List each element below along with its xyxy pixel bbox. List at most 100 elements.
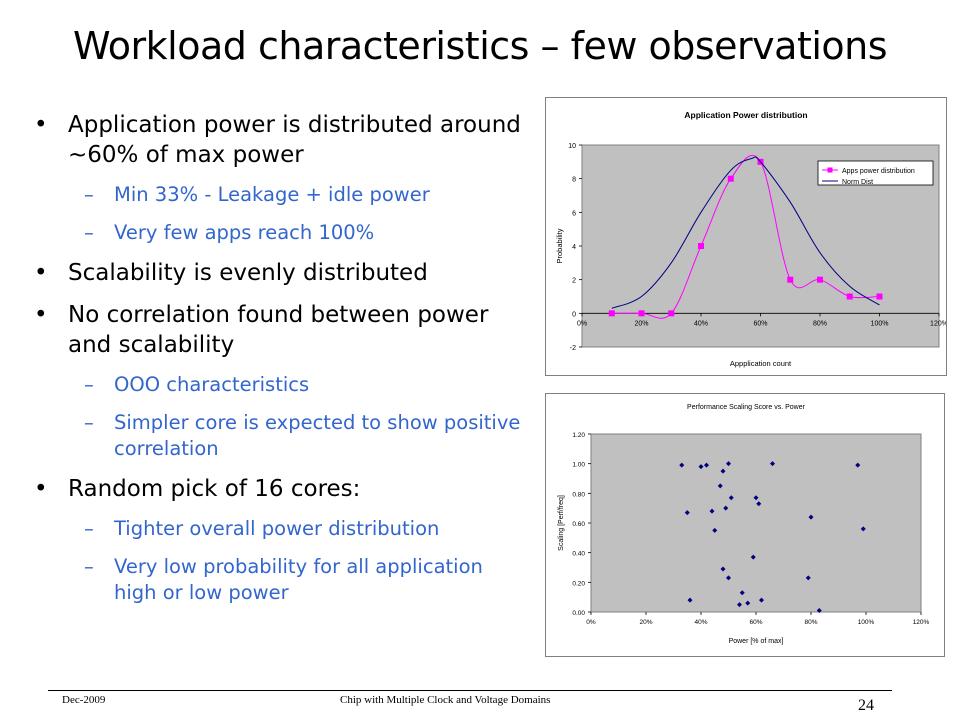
bullet-scalability: • Scalability is evenly distributed — [30, 258, 530, 288]
dash-glyph: – — [84, 517, 94, 540]
bullet-text: Scalability is evenly distributed — [68, 260, 428, 286]
y-axis-label: Probability — [555, 228, 564, 263]
data-point — [756, 501, 762, 507]
sub-bullet-text: Simpler core is expected to show positiv… — [114, 411, 521, 460]
legend-marker — [827, 167, 833, 173]
x-tick-label: 80% — [813, 320, 827, 327]
data-point — [712, 527, 718, 533]
sub-bullet-few-apps: – Very few apps reach 100% — [30, 220, 530, 246]
footer-divider — [48, 690, 892, 691]
data-point — [698, 464, 704, 470]
y-tick-label: 4 — [572, 244, 576, 251]
dash-glyph: – — [84, 555, 94, 578]
bullet-glyph: • — [34, 476, 48, 502]
data-point — [704, 462, 709, 468]
data-point — [846, 293, 853, 300]
y-tick-label: 0.80 — [572, 491, 585, 498]
data-point — [638, 310, 645, 317]
sub-bullet-min-power: – Min 33% - Leakage + idle power — [30, 182, 530, 208]
dash-glyph: – — [84, 373, 94, 396]
bullet-text: No correlation found between power and s… — [68, 302, 489, 358]
y-tick-label: 1.00 — [572, 462, 585, 469]
power-distribution-svg: Application Power distribution-202468100… — [555, 110, 948, 368]
data-point — [817, 276, 823, 283]
page-number: 24 — [858, 697, 874, 714]
data-point — [608, 310, 615, 317]
data-point — [770, 461, 775, 467]
footer-date: Dec-2009 — [62, 694, 106, 706]
dash-glyph: – — [84, 221, 94, 244]
y-tick-label: 2 — [572, 278, 576, 285]
sub-bullet-tighter: – Tighter overall power distribution — [30, 516, 530, 542]
y-tick-label: 0 — [572, 311, 576, 318]
scaling-vs-power-svg: Performance Scaling Score vs. Power0.000… — [558, 404, 930, 645]
x-tick-label: 20% — [639, 619, 652, 626]
data-point — [759, 597, 764, 603]
dash-glyph: – — [84, 411, 94, 434]
bullet-glyph: • — [34, 302, 48, 328]
footer-title: Chip with Multiple Clock and Voltage Dom… — [340, 694, 551, 706]
bullet-power-distribution: • Application power is distributed around… — [30, 110, 530, 170]
x-tick-label: 100% — [858, 619, 875, 626]
sub-bullet-ooo: – OOO characteristics — [30, 372, 530, 398]
power-distribution-chart: Application Power distribution -2 0 2 4 6 8 10 0… — [545, 97, 948, 376]
x-tick-label: 20% — [634, 320, 648, 327]
sub-bullet-text: Very low probability for all application… — [114, 555, 483, 604]
slide-title: Workload characteristics – few observati… — [72, 24, 888, 68]
data-point — [816, 608, 822, 614]
data-point — [805, 575, 811, 581]
sub-bullet-text: Very few apps reach 100% — [114, 221, 375, 244]
y-tick-label: 0.40 — [572, 551, 585, 558]
y-axis-label: Scaling [Perf/freq] — [558, 495, 565, 551]
data-point — [720, 566, 726, 572]
x-tick-label: 40% — [694, 619, 707, 626]
y-tick-label: 8 — [572, 177, 576, 184]
chart-title: Application Power distribution — [684, 110, 807, 120]
x-axis-label: Power [% of max] — [729, 638, 784, 645]
bullet-text: Application power is distributed around … — [68, 112, 521, 168]
sub-bullet-text: Tighter overall power distribution — [114, 517, 440, 540]
x-tick-label: 80% — [804, 619, 817, 626]
y-tick-label: 1.20 — [572, 432, 585, 439]
x-tick-label: 120% — [930, 320, 946, 327]
sub-bullet-simpler-core: – Simpler core is expected to show positi… — [30, 410, 530, 462]
series-line-1 — [611, 154, 880, 319]
data-point — [860, 526, 866, 532]
data-point — [787, 276, 794, 283]
y-tick-label: 0.00 — [572, 610, 585, 617]
bullet-random-pick: • Random pick of 16 cores: — [30, 474, 530, 504]
sub-bullet-low-probability: – Very low probability for all applicatio… — [30, 554, 530, 606]
data-point — [737, 602, 742, 608]
data-point — [808, 514, 814, 520]
data-point — [728, 495, 734, 501]
x-tick-label: 0% — [577, 320, 587, 327]
data-point — [684, 510, 690, 516]
bullet-glyph: • — [34, 260, 48, 286]
legend-label: Apps power distribution — [842, 168, 915, 175]
data-point — [753, 495, 759, 501]
data-point — [726, 575, 731, 581]
data-point — [720, 468, 726, 474]
data-point — [726, 461, 731, 467]
y-tick-label: 0.20 — [572, 580, 585, 587]
bullet-list: • Application power is distributed around… — [30, 110, 530, 618]
scaling-vs-power-chart: Performance Scaling Score vs. Power 0.00 0… — [545, 393, 945, 657]
x-tick-label: 40% — [694, 320, 708, 327]
data-point — [679, 462, 685, 468]
series-line-2 — [611, 156, 880, 309]
y-tick-label: 10 — [568, 143, 576, 150]
data-point — [687, 597, 693, 603]
bullet-glyph: • — [34, 112, 48, 138]
y-tick-label: 6 — [572, 210, 576, 217]
x-axis-label: Appplication count — [730, 359, 792, 368]
dash-glyph: – — [84, 183, 94, 206]
x-tick-label: 0% — [586, 619, 596, 626]
bullet-text: Random pick of 16 cores: — [68, 476, 361, 502]
x-tick-label: 100% — [871, 320, 889, 327]
sub-bullet-text: Min 33% - Leakage + idle power — [114, 183, 430, 206]
x-tick-label: 60% — [753, 320, 767, 327]
plot-area — [590, 433, 922, 613]
y-tick-label: 0.60 — [572, 521, 585, 528]
data-point — [855, 462, 861, 468]
x-tick-label: 60% — [749, 619, 762, 626]
